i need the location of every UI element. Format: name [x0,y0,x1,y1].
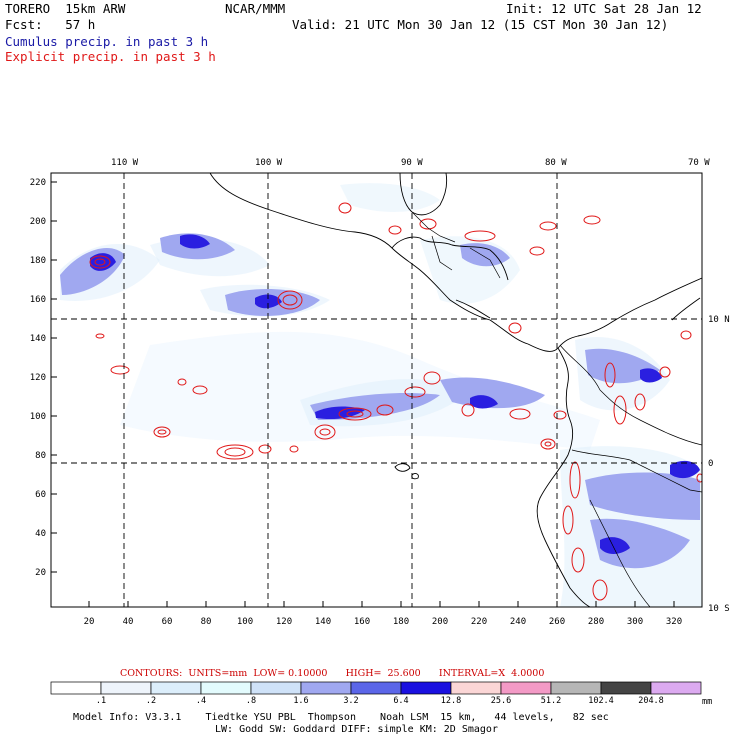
colorbar-label: 102.4 [588,696,614,706]
medium-precip-shading [60,233,700,569]
latitude-labels: 10 N 0 10 S [708,315,730,614]
colorbar-swatch [500,681,552,695]
y-tick-label: 160 [30,295,46,305]
x-tick-label: 100 [237,617,253,627]
map-frame [50,172,703,608]
x-tick-label: 240 [510,617,526,627]
colorbar-label: 12.8 [441,696,461,706]
colorbar-label: 1.6 [293,696,308,706]
colorbar-swatch [400,681,452,695]
colorbar-swatch [250,681,302,695]
y-tick-label: 140 [30,334,46,344]
colorbar-label: 25.6 [491,696,511,706]
explicit-precip-contours [89,202,702,601]
x-tick-label: 80 [201,617,212,627]
colorbar-label: 3.2 [343,696,358,706]
lon-label: 80 W [545,158,567,168]
forecast-hour: Fcst: 57 h [5,17,96,32]
colorbar-swatch [100,681,152,695]
org-label: NCAR/MMM [225,1,286,16]
country-borders [411,211,702,607]
heavy-precip-shading [90,234,700,554]
cumulus-legend: Cumulus precip. in past 3 h [5,34,209,49]
model-info: Model Info: V3.3.1 Tiedtke YSU PBL Thomp… [73,712,609,723]
colorbar-swatch [600,681,652,695]
lat-label: 10 N [708,315,730,325]
lon-label: 90 W [401,158,423,168]
colorbar-unit: mm [702,697,712,707]
colorbar-label: .1 [96,696,106,706]
y-tick-label: 220 [30,178,46,188]
x-tick-label: 20 [84,617,95,627]
colorbar-swatch [150,681,202,695]
lon-label: 100 W [255,158,283,168]
init-time: Init: 12 UTC Sat 28 Jan 12 [506,1,702,16]
x-tick-label: 160 [354,617,370,627]
colorbar-swatch [200,681,252,695]
colorbar-labels: .1 .2 .4 .8 1.6 3.2 6.4 12.8 25.6 51.2 1… [96,696,712,707]
colorbar-swatch [550,681,602,695]
lat-label: 10 S [708,604,730,614]
x-tick-label: 180 [393,617,409,627]
y-tick-label: 60 [35,490,46,500]
x-tick-labels: 20 40 60 80 100 120 140 160 180 200 220 … [84,617,683,627]
x-tick-label: 60 [162,617,173,627]
explicit-legend: Explicit precip. in past 3 h [5,49,216,64]
colorbar-swatch [650,681,702,695]
colorbar-label: 51.2 [541,696,561,706]
x-tick-label: 320 [666,617,682,627]
colorbar-swatch [450,681,502,695]
y-tick-label: 100 [30,412,46,422]
x-tick-label: 220 [471,617,487,627]
colorbar-label: 204.8 [638,696,664,706]
colorbar-swatch [300,681,352,695]
x-tick-label: 140 [315,617,331,627]
valid-time: Valid: 21 UTC Mon 30 Jan 12 (15 CST Mon … [292,17,669,32]
physics-info: LW: Godd SW: Goddard DIFF: simple KM: 2D… [215,724,498,735]
y-tick-label: 200 [30,217,46,227]
coastlines [209,173,702,607]
x-tick-label: 120 [276,617,292,627]
longitude-labels: 110 W 100 W 90 W 80 W 70 W [111,158,710,168]
x-tick-label: 200 [432,617,448,627]
x-tick-label: 300 [627,617,643,627]
colorbar-label: .4 [196,696,206,706]
y-tick-label: 80 [35,451,46,461]
y-tick-label: 20 [35,568,46,578]
lon-label: 70 W [688,158,710,168]
y-tick-label: 180 [30,256,46,266]
x-tick-label: 260 [549,617,565,627]
axis-ticks [51,181,675,607]
y-tick-label: 120 [30,373,46,383]
colorbar-label: 6.4 [393,696,408,706]
colorbar-swatch [350,681,402,695]
colorbar [50,681,702,695]
y-tick-labels: 220 200 180 160 140 120 100 80 60 40 20 [30,178,46,578]
y-tick-label: 40 [35,529,46,539]
lat-label: 0 [708,459,713,469]
colorbar-swatch [50,681,102,695]
contour-info: CONTOURS: UNITS=mm LOW= 0.10000 HIGH= 25… [120,668,544,679]
x-tick-label: 280 [588,617,604,627]
x-tick-label: 40 [123,617,134,627]
model-title: TORERO 15km ARW [5,1,126,16]
lon-label: 110 W [111,158,139,168]
colorbar-label: .2 [146,696,156,706]
graticule [51,173,702,607]
colorbar-label: .8 [246,696,256,706]
